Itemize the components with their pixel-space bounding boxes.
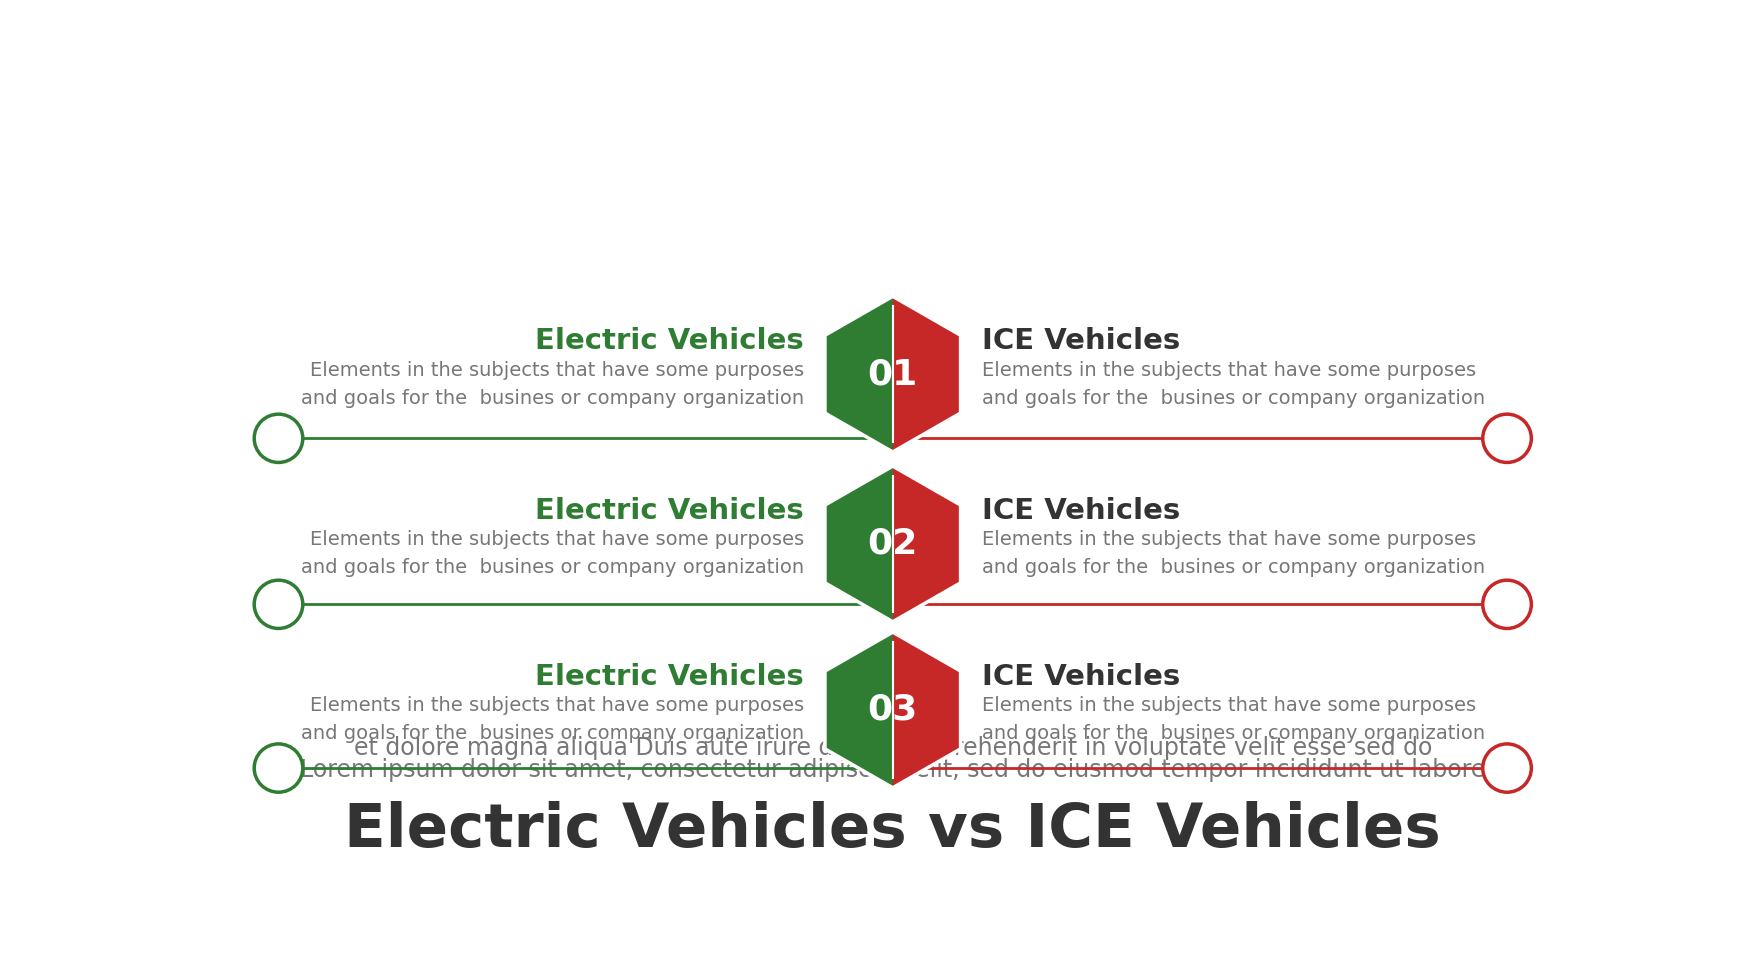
- Text: et dolore magna aliqua Duis aute irure dolor in reprehenderit in voluptate velit: et dolore magna aliqua Duis aute irure d…: [354, 736, 1432, 760]
- Text: ICE Vehicles: ICE Vehicles: [982, 663, 1179, 691]
- Text: Elements in the subjects that have some purposes
and goals for the  busines or c: Elements in the subjects that have some …: [982, 530, 1484, 577]
- Text: Elements in the subjects that have some purposes
and goals for the  busines or c: Elements in the subjects that have some …: [982, 697, 1484, 744]
- Text: Electric Vehicles vs ICE Vehicles: Electric Vehicles vs ICE Vehicles: [345, 802, 1441, 860]
- Text: ICE Vehicles: ICE Vehicles: [982, 327, 1179, 356]
- Text: 03: 03: [868, 693, 918, 727]
- Text: ICE Vehicles: ICE Vehicles: [982, 497, 1179, 525]
- Text: Lorem ipsum dolor sit amet, consectetur adipiscing elit, sed do eiusmod tempor i: Lorem ipsum dolor sit amet, consectetur …: [300, 759, 1486, 782]
- Text: Elements in the subjects that have some purposes
and goals for the  busines or c: Elements in the subjects that have some …: [982, 361, 1484, 408]
- Text: 01: 01: [868, 357, 918, 391]
- Text: Electric Vehicles: Electric Vehicles: [535, 663, 803, 691]
- Polygon shape: [826, 296, 960, 452]
- Ellipse shape: [254, 580, 303, 628]
- Ellipse shape: [1482, 744, 1531, 792]
- Ellipse shape: [254, 744, 303, 792]
- Ellipse shape: [1482, 580, 1531, 628]
- Text: Elements in the subjects that have some purposes
and goals for the  busines or c: Elements in the subjects that have some …: [301, 697, 803, 744]
- Polygon shape: [892, 632, 960, 788]
- Polygon shape: [892, 296, 960, 452]
- Text: Elements in the subjects that have some purposes
and goals for the  busines or c: Elements in the subjects that have some …: [301, 361, 803, 408]
- Polygon shape: [826, 632, 960, 788]
- Ellipse shape: [254, 415, 303, 463]
- Polygon shape: [892, 466, 960, 621]
- Ellipse shape: [1482, 415, 1531, 463]
- Text: Electric Vehicles: Electric Vehicles: [535, 327, 803, 356]
- Polygon shape: [826, 466, 960, 621]
- Text: 02: 02: [868, 527, 918, 561]
- Text: Electric Vehicles: Electric Vehicles: [535, 497, 803, 525]
- Text: Elements in the subjects that have some purposes
and goals for the  busines or c: Elements in the subjects that have some …: [301, 530, 803, 577]
